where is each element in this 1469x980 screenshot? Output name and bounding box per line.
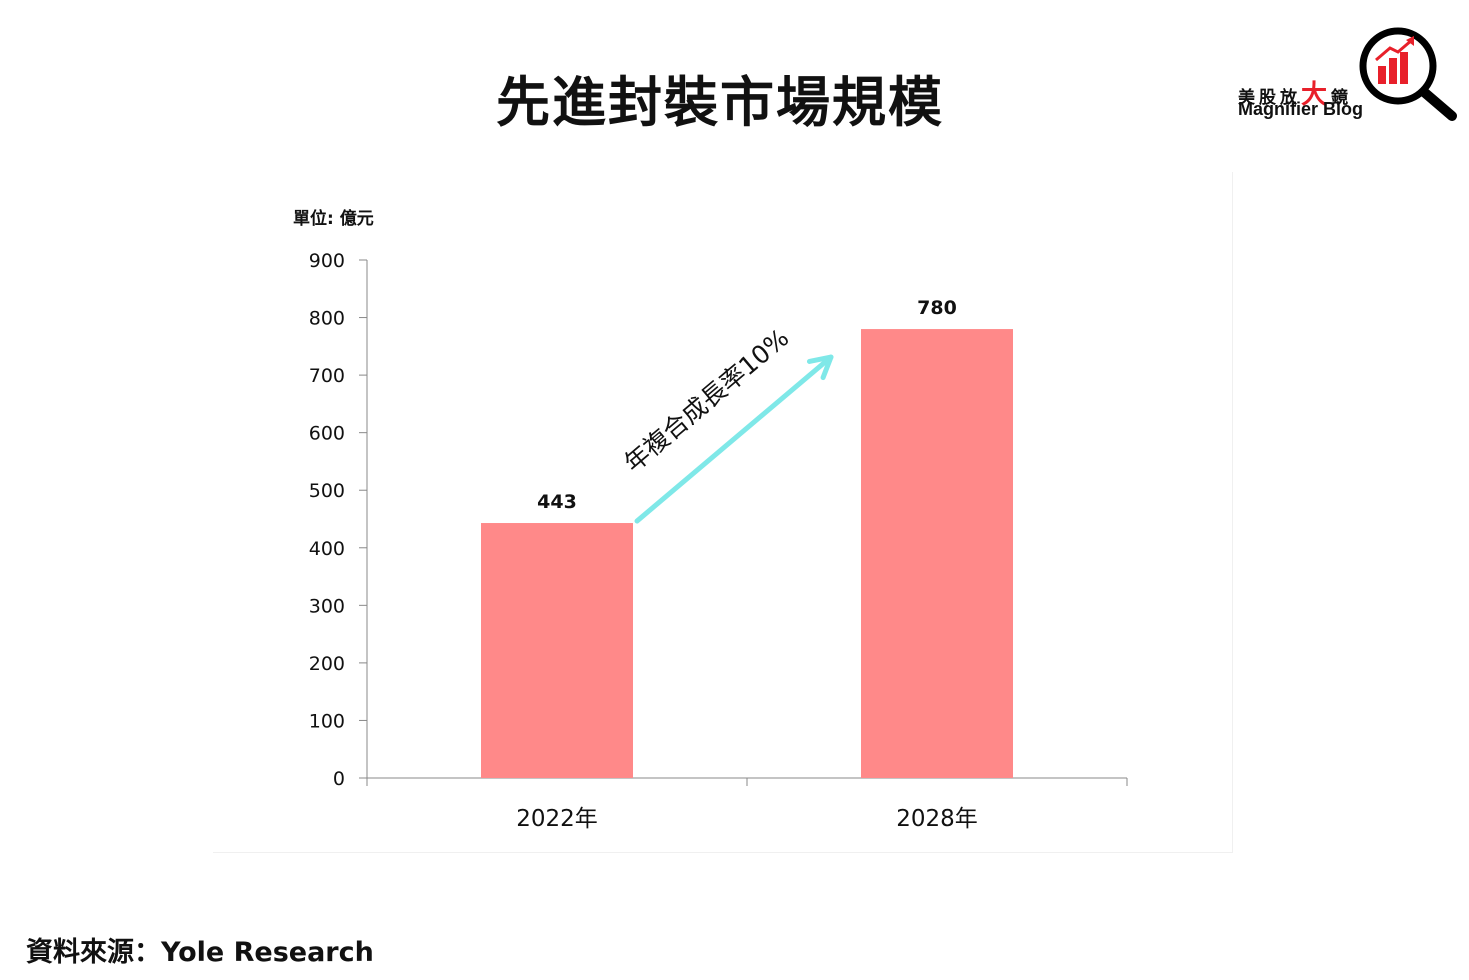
growth-rate-annotation: 年複合成長率10%	[619, 323, 795, 478]
y-tick-label: 200	[309, 653, 345, 675]
y-tick-label: 100	[309, 710, 345, 732]
growth-arrow-head	[806, 354, 834, 381]
brand-logo: 美股放大鏡 Magnifier Blog	[1230, 22, 1462, 122]
logo-subtitle: Magnifier Blog	[1238, 99, 1363, 119]
bar	[481, 523, 633, 778]
y-tick-label: 500	[309, 480, 345, 502]
bar-data-label: 780	[917, 297, 957, 319]
bar-chart: 單位: 億元 0 100 200 300 400 500 600 700 800 900 443 202…	[293, 208, 1128, 832]
y-tick-label: 300	[309, 595, 345, 617]
y-tick-label: 400	[309, 538, 345, 560]
y-tick-label: 800	[309, 308, 345, 330]
y-tick-label: 700	[309, 365, 345, 387]
page-title: 先進封裝市場規模	[496, 71, 944, 134]
bar-data-label: 443	[537, 491, 577, 513]
y-tick-label: 0	[333, 768, 345, 790]
magnifier-bar-chart-icon	[1359, 27, 1457, 121]
y-tick-label: 600	[309, 423, 345, 445]
growth-arrow-line	[634, 354, 834, 524]
x-tick-label: 2028年	[896, 806, 978, 832]
y-tick-label: 900	[309, 250, 345, 272]
y-unit-label: 單位: 億元	[293, 208, 374, 229]
logo-chinese-name: 美股放大鏡	[1238, 80, 1353, 110]
chart-panel: 單位: 億元 0 100 200 300 400 500 600 700 800 900 443 202…	[213, 172, 1233, 853]
x-tick-label: 2022年	[516, 806, 598, 832]
bar	[861, 329, 1013, 778]
source-note: 資料來源：Yole Research	[26, 937, 374, 968]
